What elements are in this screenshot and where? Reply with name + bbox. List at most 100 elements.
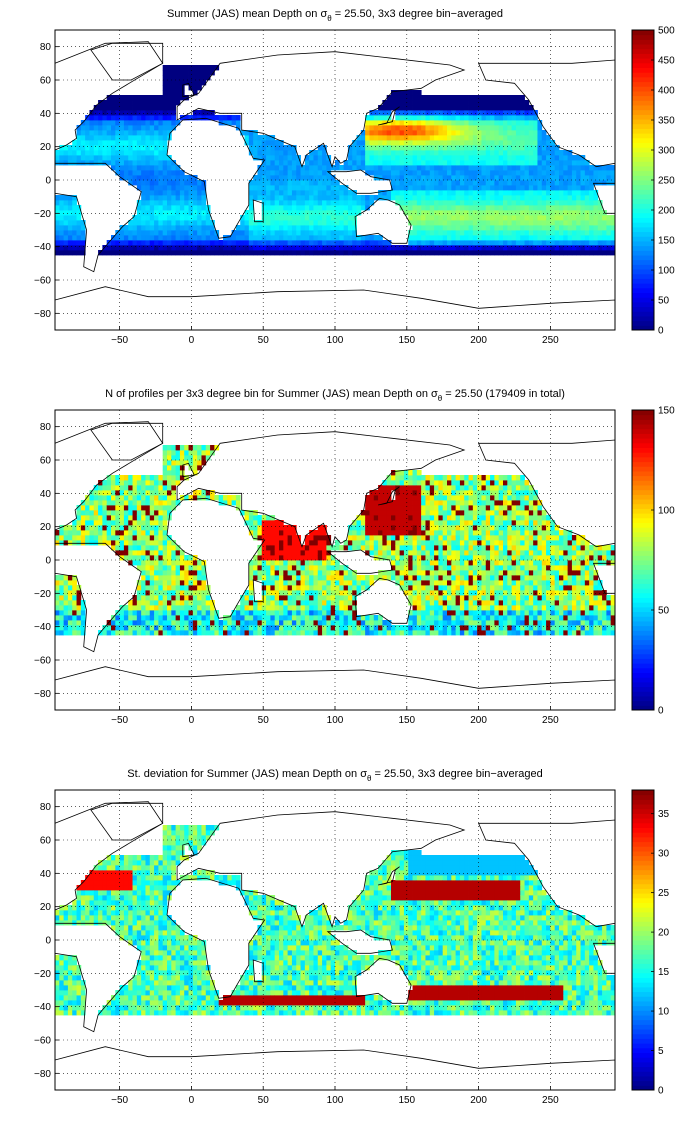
heatmap-cell — [176, 240, 181, 245]
heatmap-cell — [563, 180, 568, 185]
heatmap-cell — [494, 230, 499, 235]
heatmap-cell — [413, 120, 418, 125]
heatmap-cell — [365, 250, 370, 255]
heatmap-cell — [525, 160, 530, 165]
heatmap-cell — [59, 195, 64, 200]
heatmap-cell — [236, 615, 241, 620]
heatmap-cell — [197, 245, 202, 250]
heatmap-cell — [473, 165, 478, 170]
heatmap-cell — [150, 175, 155, 180]
heatmap-cell — [434, 495, 439, 500]
heatmap-cell — [421, 210, 426, 215]
heatmap-cell — [167, 100, 172, 105]
heatmap-cell — [89, 515, 94, 520]
heatmap-cell — [120, 245, 125, 250]
heatmap-cell — [197, 215, 202, 220]
heatmap-cell — [477, 155, 482, 160]
heatmap-cell — [469, 200, 474, 205]
heatmap-cell — [430, 565, 435, 570]
heatmap-cell — [283, 175, 288, 180]
heatmap-cell — [529, 130, 534, 135]
heatmap-cell — [486, 190, 491, 195]
heatmap-cell — [77, 520, 82, 525]
heatmap-cell — [369, 615, 374, 620]
colorbar-segment — [632, 311, 654, 316]
heatmap-cell — [163, 470, 168, 475]
heatmap-cell — [391, 570, 396, 575]
heatmap-cell — [288, 575, 293, 580]
heatmap-cell — [68, 200, 73, 205]
heatmap-cell — [382, 510, 387, 515]
heatmap-cell — [180, 600, 185, 605]
heatmap-cell — [357, 155, 362, 160]
heatmap-cell — [141, 95, 146, 100]
heatmap-cell — [486, 175, 491, 180]
heatmap-cell — [417, 245, 422, 250]
heatmap-cell — [395, 145, 400, 150]
heatmap-cell — [98, 155, 103, 160]
heatmap-cell — [68, 615, 73, 620]
heatmap-cell — [335, 245, 340, 250]
heatmap-cell — [154, 630, 159, 635]
heatmap-cell — [469, 130, 474, 135]
heatmap-cell — [206, 630, 211, 635]
heatmap-cell — [559, 245, 564, 250]
heatmap-cell — [167, 205, 172, 210]
heatmap-cell — [400, 170, 405, 175]
panel-mean-depth: Summer (JAS) mean Depth on σθ = 25.50, 3… — [0, 0, 696, 380]
heatmap-cell — [180, 200, 185, 205]
heatmap-cell — [533, 240, 538, 245]
heatmap-cell — [55, 605, 60, 610]
heatmap-cell — [102, 110, 107, 115]
heatmap-cell — [413, 595, 418, 600]
heatmap-cell — [438, 535, 443, 540]
heatmap-cell — [184, 595, 189, 600]
heatmap-cell — [464, 130, 469, 135]
heatmap-cell — [486, 210, 491, 215]
heatmap-cell — [408, 160, 413, 165]
heatmap-cell — [279, 620, 284, 625]
heatmap-cell — [77, 225, 82, 230]
heatmap-cell — [313, 200, 318, 205]
heatmap-cell — [563, 160, 568, 165]
heatmap-cell — [352, 165, 357, 170]
heatmap-cell — [447, 145, 452, 150]
heatmap-cell — [68, 220, 73, 225]
heatmap-cell — [525, 165, 530, 170]
heatmap-cell — [430, 520, 435, 525]
heatmap-cell — [154, 120, 159, 125]
heatmap-cell — [145, 240, 150, 245]
heatmap-cell — [576, 190, 581, 195]
heatmap-cell — [270, 530, 275, 535]
heatmap-cell — [81, 605, 86, 610]
heatmap-cell — [335, 235, 340, 240]
heatmap-cell — [133, 490, 138, 495]
heatmap-cell — [176, 85, 181, 90]
heatmap-cell — [145, 235, 150, 240]
heatmap-cell — [245, 235, 250, 240]
heatmap-cell — [374, 130, 379, 135]
heatmap-cell — [322, 600, 327, 605]
heatmap-cell — [94, 135, 99, 140]
heatmap-cell — [158, 205, 163, 210]
heatmap-cell — [102, 530, 107, 535]
heatmap-cell — [193, 575, 198, 580]
heatmap-cell — [413, 180, 418, 185]
heatmap-cell — [378, 490, 383, 495]
heatmap-cell — [369, 575, 374, 580]
heatmap-cell — [120, 110, 125, 115]
heatmap-cell — [417, 515, 422, 520]
heatmap-cell — [163, 485, 168, 490]
heatmap-cell — [193, 65, 198, 70]
heatmap-cell — [270, 170, 275, 175]
colorbar-segment — [632, 114, 654, 119]
heatmap-cell — [421, 475, 426, 480]
heatmap-cell — [550, 220, 555, 225]
heatmap-cell — [145, 220, 150, 225]
heatmap-cell — [430, 135, 435, 140]
heatmap-cell — [150, 490, 155, 495]
heatmap-cell — [154, 215, 159, 220]
heatmap-cell — [171, 120, 176, 125]
heatmap-cell — [537, 235, 542, 240]
heatmap-cell — [529, 245, 534, 250]
